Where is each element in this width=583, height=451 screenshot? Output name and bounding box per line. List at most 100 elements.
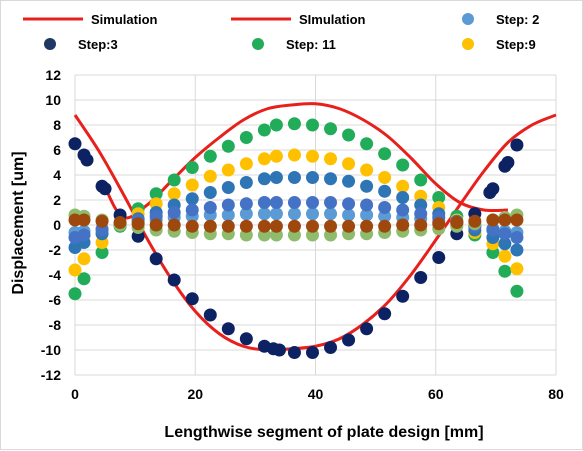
data-point bbox=[498, 213, 512, 227]
tick-labels: -12 -10 -8 -6 -4 -2 0 2 4 6 8 10 12 0 20 40 60 80 bbox=[41, 67, 564, 402]
data-point bbox=[185, 161, 199, 174]
data-point bbox=[203, 201, 217, 214]
data-point bbox=[239, 197, 253, 211]
data-point bbox=[324, 207, 338, 221]
data-point bbox=[510, 262, 524, 276]
data-point bbox=[257, 207, 271, 221]
data-point bbox=[360, 198, 374, 212]
y-tick-label: -12 bbox=[41, 367, 61, 383]
data-point bbox=[77, 228, 91, 242]
data-point bbox=[510, 138, 524, 152]
data-point bbox=[185, 192, 199, 206]
data-point bbox=[269, 196, 283, 209]
y-tick-label: 2 bbox=[53, 192, 61, 208]
data-point bbox=[149, 187, 163, 201]
data-point bbox=[113, 216, 127, 229]
data-point bbox=[287, 117, 301, 131]
legend-entry: SImulation bbox=[231, 12, 366, 27]
data-point bbox=[432, 251, 446, 264]
data-point bbox=[378, 219, 392, 233]
data-point bbox=[486, 213, 500, 227]
x-tick-label: 40 bbox=[308, 386, 324, 402]
data-point bbox=[324, 341, 338, 354]
data-point bbox=[221, 139, 235, 153]
data-point bbox=[287, 148, 301, 162]
data-point bbox=[239, 157, 253, 171]
data-point bbox=[287, 219, 301, 233]
legend-label: Step:3 bbox=[78, 37, 118, 52]
data-point bbox=[486, 223, 500, 237]
y-axis-label: Displacement [um] bbox=[10, 151, 27, 294]
data-point bbox=[342, 128, 356, 142]
y-tick-label: 12 bbox=[45, 67, 61, 83]
legend-label: SImulation bbox=[299, 12, 366, 27]
data-point bbox=[486, 182, 500, 196]
data-point bbox=[221, 322, 235, 336]
data-point bbox=[203, 149, 217, 163]
data-point bbox=[342, 157, 356, 171]
data-point bbox=[360, 219, 374, 233]
data-point bbox=[378, 184, 392, 198]
data-point bbox=[510, 231, 524, 244]
data-point bbox=[98, 182, 112, 196]
data-point bbox=[414, 207, 428, 221]
data-point bbox=[414, 271, 428, 284]
data-points bbox=[68, 117, 524, 359]
data-point bbox=[239, 207, 253, 221]
data-point bbox=[167, 218, 181, 232]
data-point bbox=[257, 172, 271, 186]
data-point bbox=[149, 218, 163, 232]
y-tick-label: 6 bbox=[53, 142, 61, 158]
data-point bbox=[203, 186, 217, 199]
data-point bbox=[501, 156, 515, 169]
data-point bbox=[287, 171, 301, 184]
legend-label: Step: 11 bbox=[286, 37, 336, 52]
x-tick-label: 60 bbox=[428, 386, 444, 402]
data-point bbox=[360, 163, 374, 177]
data-point bbox=[149, 252, 163, 266]
data-point bbox=[221, 219, 235, 233]
data-point bbox=[396, 289, 410, 303]
legend-entry: Step:3 bbox=[44, 37, 118, 52]
data-point bbox=[269, 219, 283, 233]
legend-label: Step: 2 bbox=[496, 12, 539, 27]
data-point bbox=[167, 187, 181, 201]
data-point bbox=[203, 169, 217, 183]
data-point bbox=[450, 216, 464, 229]
data-point bbox=[68, 263, 82, 277]
data-point bbox=[68, 213, 82, 227]
data-point bbox=[239, 332, 253, 346]
data-point bbox=[342, 197, 356, 211]
data-point bbox=[221, 181, 235, 194]
data-point bbox=[203, 219, 217, 233]
data-point bbox=[324, 122, 338, 136]
data-point bbox=[396, 203, 410, 217]
legend-marker-swatch bbox=[462, 38, 474, 50]
legend-entry: Simulation bbox=[23, 12, 158, 27]
data-point bbox=[287, 346, 301, 359]
data-point bbox=[305, 196, 319, 209]
data-point bbox=[510, 243, 524, 257]
data-point bbox=[68, 137, 82, 151]
data-point bbox=[305, 346, 319, 359]
data-point bbox=[269, 118, 283, 132]
data-point bbox=[498, 249, 512, 263]
data-point bbox=[68, 287, 82, 301]
data-point bbox=[342, 219, 356, 233]
data-point bbox=[287, 207, 301, 221]
data-point bbox=[378, 171, 392, 184]
data-point bbox=[396, 179, 410, 193]
data-point bbox=[287, 196, 301, 209]
x-tick-label: 0 bbox=[71, 386, 79, 402]
data-point bbox=[360, 322, 374, 336]
data-point bbox=[360, 137, 374, 151]
data-point bbox=[324, 152, 338, 166]
data-point bbox=[305, 219, 319, 233]
data-point bbox=[432, 191, 446, 204]
x-tick-label: 20 bbox=[187, 386, 203, 402]
legend-marker-swatch bbox=[462, 13, 474, 25]
data-point bbox=[257, 152, 271, 166]
legend-marker-swatch bbox=[44, 38, 56, 50]
data-point bbox=[378, 147, 392, 161]
